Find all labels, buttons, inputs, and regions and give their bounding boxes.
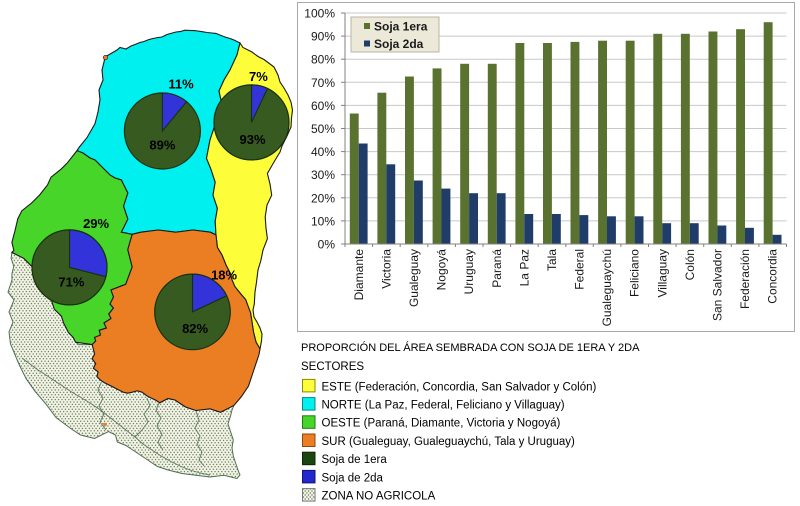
svg-text:82%: 82% (182, 321, 208, 336)
svg-text:11%: 11% (168, 77, 194, 92)
svg-text:29%: 29% (83, 216, 109, 231)
svg-text:Soja 1era: Soja 1era (374, 20, 428, 34)
svg-text:PROPORCIÓN DEL ÁREA SEMBRADA C: PROPORCIÓN DEL ÁREA SEMBRADA CON SOJA DE… (301, 341, 640, 354)
svg-text:Colón: Colón (683, 249, 697, 280)
svg-text:Soja de 2da: Soja de 2da (322, 472, 384, 484)
svg-text:Uruguay: Uruguay (462, 249, 476, 294)
svg-text:San Salvador: San Salvador (711, 249, 725, 321)
svg-text:80%: 80% (311, 53, 335, 67)
svg-text:Gualeguay: Gualeguay (407, 249, 421, 307)
svg-text:OESTE (Paraná, Diamante, Victo: OESTE (Paraná, Diamante, Victoria y Nogo… (322, 418, 561, 430)
svg-text:Federal: Federal (573, 249, 587, 290)
svg-text:70%: 70% (311, 76, 335, 90)
svg-text:50%: 50% (311, 122, 335, 136)
svg-text:10%: 10% (311, 214, 335, 228)
svg-text:93%: 93% (239, 132, 265, 147)
svg-text:18%: 18% (211, 268, 237, 283)
svg-text:Concordia: Concordia (766, 249, 780, 304)
svg-text:60%: 60% (311, 99, 335, 113)
svg-text:ESTE (Federación, Concordia, S: ESTE (Federación, Concordia, San Salvado… (322, 381, 597, 393)
svg-text:NORTE (La Paz, Federal, Felici: NORTE (La Paz, Federal, Feliciano y Vill… (322, 400, 565, 412)
svg-text:20%: 20% (311, 191, 335, 205)
svg-text:71%: 71% (58, 275, 84, 290)
svg-text:SUR (Gualeguay, Gualeguaychú,: SUR (Gualeguay, Gualeguaychú, Tala y Uru… (322, 436, 576, 448)
svg-text:100%: 100% (304, 7, 335, 21)
svg-text:40%: 40% (311, 145, 335, 159)
svg-text:Tala: Tala (545, 249, 559, 271)
svg-text:0%: 0% (318, 238, 336, 252)
svg-text:Soja 2da: Soja 2da (374, 37, 424, 51)
svg-text:Feliciano: Feliciano (628, 249, 642, 297)
svg-text:SECTORES: SECTORES (301, 361, 364, 373)
svg-text:La Paz: La Paz (517, 249, 531, 286)
svg-text:Federación: Federación (738, 249, 752, 309)
svg-text:Paraná: Paraná (490, 249, 504, 288)
svg-text:Diamante: Diamante (352, 249, 366, 301)
svg-text:90%: 90% (311, 30, 335, 44)
svg-text:89%: 89% (149, 138, 175, 153)
svg-text:30%: 30% (311, 168, 335, 182)
svg-text:Gualeguaychú: Gualeguaychú (600, 249, 614, 326)
svg-text:Nogoyá: Nogoyá (435, 249, 449, 291)
svg-text:7%: 7% (249, 69, 268, 84)
svg-text:Villaguay: Villaguay (655, 249, 669, 297)
svg-text:Soja de 1era: Soja de 1era (322, 454, 388, 466)
svg-text:ZONA NO AGRICOLA: ZONA NO AGRICOLA (322, 491, 436, 503)
svg-text:Victoria: Victoria (379, 249, 393, 289)
